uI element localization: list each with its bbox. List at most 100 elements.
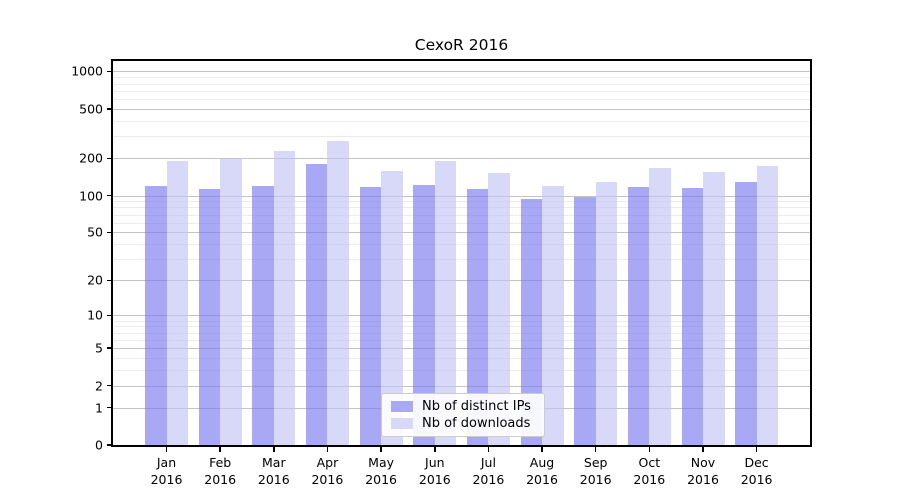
- x-tick-label-year: 2016: [204, 472, 237, 487]
- gridline-500: [113, 108, 810, 110]
- bar-distinct-ips-nov: [681, 187, 703, 445]
- chart-title: CexoR 2016: [414, 36, 509, 54]
- gridline-900: [113, 77, 810, 79]
- x-tick-oct: [648, 447, 651, 452]
- y-tick-label-0: 0: [95, 437, 103, 453]
- gridline-2: [113, 385, 810, 387]
- bar-distinct-ips-dec: [735, 181, 757, 445]
- x-tick-label-year: 2016: [418, 472, 451, 487]
- x-tick-label-year: 2016: [687, 472, 719, 487]
- y-tick-label-100: 100: [79, 188, 103, 203]
- y-tick-500: [107, 108, 113, 110]
- x-tick-label-apr: Apr 2016: [311, 454, 343, 488]
- y-tick-label-500: 500: [79, 101, 103, 117]
- bar-distinct-ips-jun: [413, 184, 435, 445]
- x-tick-label-month: Aug: [529, 455, 555, 470]
- gridline-90: [113, 201, 810, 203]
- gridline-9: [113, 320, 810, 322]
- x-tick-label-month: Feb: [209, 455, 232, 470]
- x-tick-nov: [702, 447, 704, 452]
- y-tick-100: [107, 194, 113, 197]
- legend-label-distinct-ips: Nb of distinct IPs: [422, 399, 531, 414]
- gridline-100: [113, 195, 810, 197]
- y-tick-label-50: 50: [87, 224, 103, 240]
- gridline-8: [113, 326, 810, 328]
- x-tick-label-may: May 2016: [365, 454, 397, 488]
- gridline-40: [113, 244, 810, 246]
- bar-downloads-feb: [220, 158, 242, 445]
- x-tick-label-month: Jul: [480, 455, 496, 470]
- bar-distinct-ips-feb: [198, 188, 221, 445]
- y-tick-2: [107, 384, 113, 387]
- x-tick-label-oct: Oct 2016: [633, 454, 665, 488]
- gridline-4: [113, 358, 810, 359]
- y-tick-label-1: 1: [95, 400, 103, 415]
- gridline-5: [113, 348, 810, 350]
- x-tick-apr: [326, 447, 329, 452]
- x-tick-may: [380, 447, 382, 452]
- x-tick-label-month: Oct: [638, 455, 661, 470]
- gridline-50: [113, 232, 810, 234]
- legend-item-distinct-ips: Nb of distinct IPs: [391, 399, 535, 414]
- gridline-80: [113, 207, 810, 209]
- x-tick-label-month: Dec: [744, 455, 769, 470]
- x-tick-label-year: 2016: [365, 472, 397, 487]
- bar-downloads-jan: [166, 160, 188, 445]
- bar-downloads-mar: [273, 150, 296, 445]
- x-tick-dec: [755, 447, 758, 452]
- bar-distinct-ips-jul: [466, 189, 489, 445]
- y-tick-label-1000: 1000: [71, 63, 103, 79]
- y-tick-label-20: 20: [87, 272, 103, 288]
- y-tick-200: [107, 157, 113, 160]
- legend-swatch-distinct-ips: [391, 401, 413, 412]
- bar-downloads-aug: [542, 186, 564, 445]
- x-tick-label-month: Jun: [425, 455, 445, 470]
- x-tick-label-month: Apr: [316, 455, 339, 470]
- plot-area: [111, 59, 812, 447]
- gridline-200: [113, 158, 810, 160]
- gridline-300: [113, 136, 810, 138]
- y-tick-label-2: 2: [95, 378, 103, 394]
- bar-downloads-dec: [756, 166, 779, 445]
- bar-distinct-ips-jan: [145, 185, 167, 445]
- bar-distinct-ips-oct: [627, 186, 650, 445]
- x-tick-label-month: Mar: [262, 455, 286, 470]
- y-tick-label-5: 5: [95, 340, 103, 356]
- y-tick-50: [107, 231, 113, 234]
- bar-distinct-ips-may: [359, 186, 382, 445]
- x-tick-mar: [273, 447, 275, 452]
- x-tick-label-jan: Jan 2016: [151, 454, 183, 488]
- gridline-20: [113, 280, 810, 282]
- gridline-7: [113, 332, 810, 334]
- gridline-30: [113, 259, 810, 261]
- gridline-10: [113, 315, 810, 317]
- x-tick-sep: [594, 447, 597, 452]
- x-tick-label-jun: Jun 2016: [419, 454, 451, 488]
- gridline-700: [113, 90, 810, 92]
- bar-downloads-jul: [488, 173, 510, 445]
- x-tick-label-month: Sep: [583, 455, 608, 470]
- y-tick-5: [107, 347, 113, 349]
- gridline-800: [113, 83, 810, 85]
- x-tick-label-year: 2016: [311, 472, 344, 487]
- bar-downloads-jun: [434, 161, 457, 445]
- gridline-70: [113, 214, 810, 216]
- bar-distinct-ips-apr: [305, 164, 328, 445]
- x-tick-label-year: 2016: [472, 472, 505, 487]
- y-tick-label-200: 200: [79, 150, 103, 166]
- legend: Nb of distinct IPs Nb of downloads: [381, 393, 545, 437]
- y-tick-label-10: 10: [87, 307, 103, 323]
- bar-distinct-ips-aug: [520, 198, 543, 445]
- legend-label-downloads: Nb of downloads: [422, 416, 531, 431]
- y-tick-1: [107, 406, 113, 409]
- gridline-6: [113, 339, 810, 341]
- x-tick-jul: [487, 447, 490, 452]
- gridline-400: [113, 120, 810, 122]
- x-tick-label-mar: Mar 2016: [258, 454, 290, 488]
- x-tick-label-year: 2016: [526, 472, 558, 487]
- bar-downloads-sep: [595, 182, 618, 445]
- x-tick-label-dec: Dec 2016: [741, 454, 773, 488]
- bar-downloads-nov: [703, 172, 725, 445]
- y-tick-1000: [107, 70, 113, 73]
